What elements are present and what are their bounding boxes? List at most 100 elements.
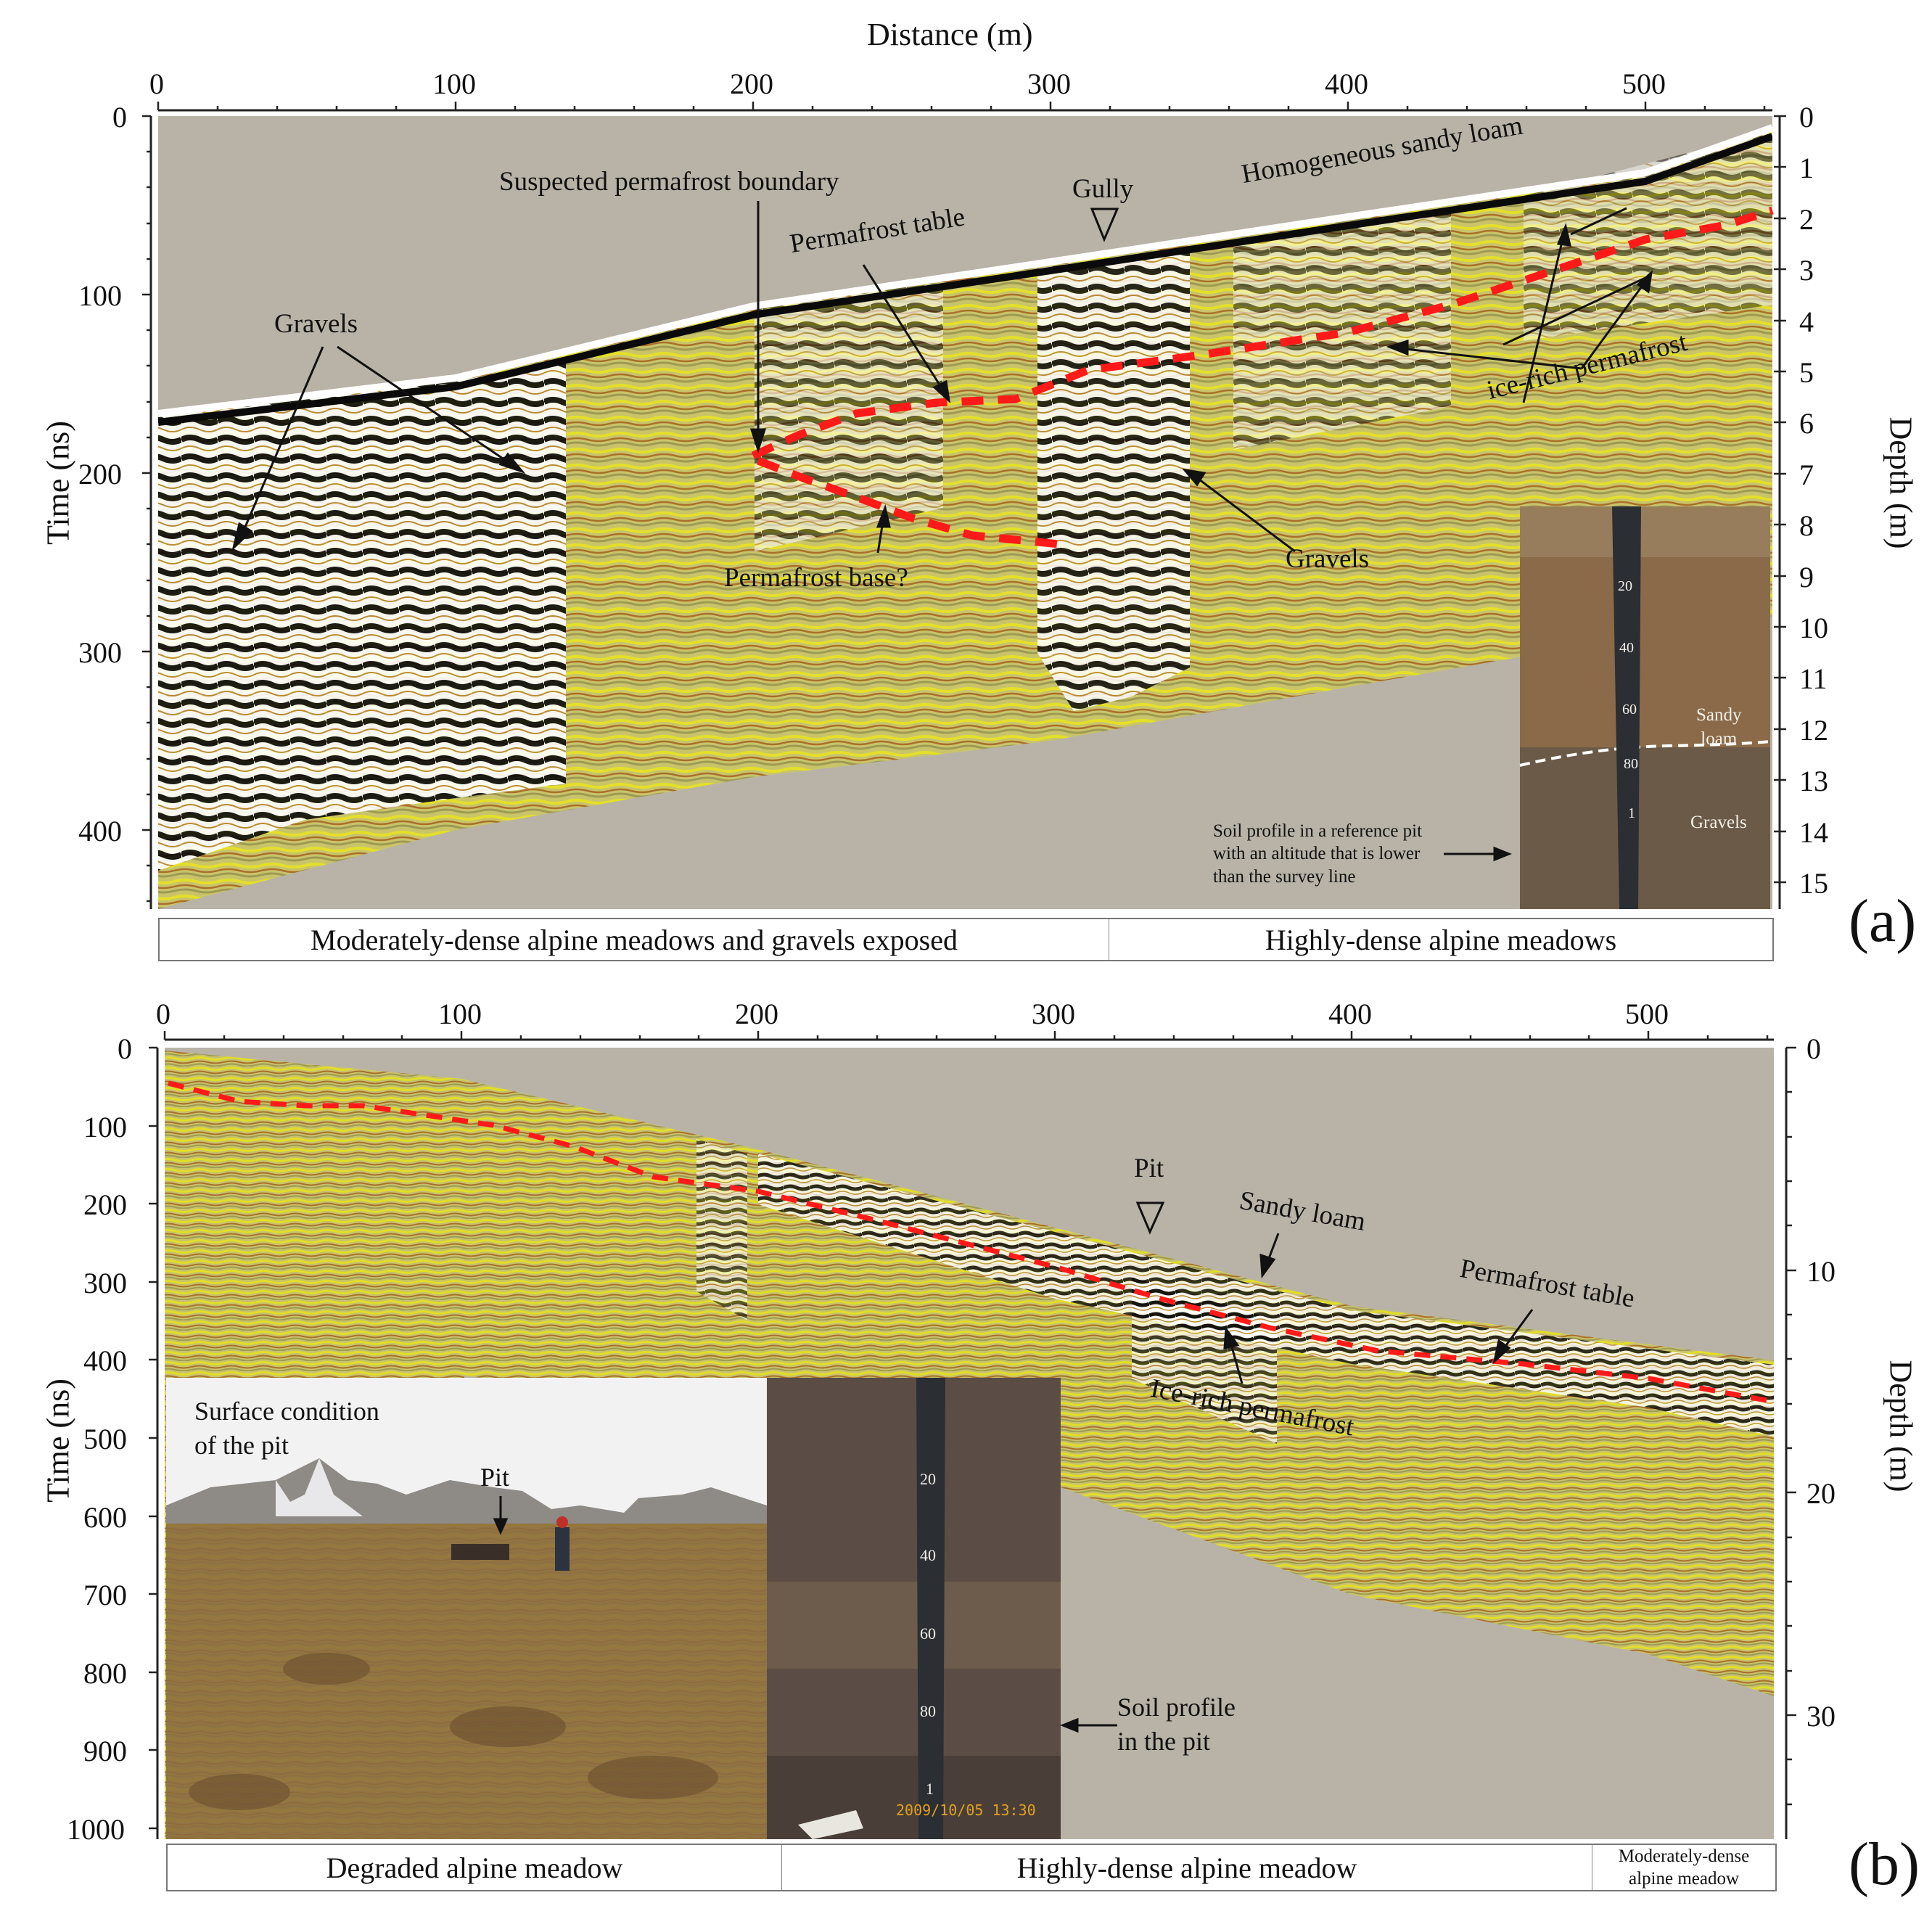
annotation-permafrost-base: Permafrost base?	[724, 563, 908, 593]
caption-line: of the pit	[194, 1430, 289, 1460]
photo-label-line: Sandy	[1696, 705, 1742, 725]
soil-profile-caption-a: Soil profile in a reference pit with an …	[1213, 820, 1422, 888]
gpr-profile-a	[142, 102, 1786, 909]
distance-ticks-b	[163, 1031, 1769, 1040]
ruler-mark: 40	[920, 1546, 936, 1564]
permafrost-table-line-b	[168, 1080, 1775, 1405]
depth-tick-label: 15	[1799, 867, 1828, 900]
depth-tick-label: 3	[1799, 254, 1814, 287]
surface-condition-bar-b: Degraded alpine meadow Highly-dense alpi…	[166, 1844, 1777, 1891]
time-tick-label: 300	[83, 1267, 127, 1299]
time-tick-label: 200	[83, 1188, 127, 1221]
time-tick-label: 0	[118, 1032, 132, 1065]
panel-tag-a: (a)	[1849, 887, 1917, 955]
time-tick-label: 900	[83, 1735, 127, 1767]
photo-label-sandy-loam: Sandy loam	[1696, 704, 1742, 751]
ruler-mark: 20	[920, 1470, 936, 1488]
time-tick-label: 0	[112, 101, 127, 133]
time-tick-label: 1000	[67, 1813, 125, 1846]
ruler-mark: 40	[1619, 640, 1634, 656]
ruler-mark: 20	[1618, 578, 1632, 594]
annotation-gully: Gully	[1072, 174, 1134, 204]
permafrost-table-line-a	[751, 206, 1774, 460]
depth-tick-label: 20	[1806, 1477, 1836, 1510]
surface-condition-caption: Surface condition of the pit	[194, 1394, 379, 1463]
time-tick-label: 200	[78, 458, 122, 490]
depth-tick-label: 11	[1799, 662, 1828, 695]
photo-timestamp: 2009/10/05 13:30	[896, 1801, 1036, 1819]
depth-tick-label: 4	[1799, 305, 1814, 338]
ruler-mark: 1	[1628, 805, 1635, 821]
surface-unit-cell: Moderately-dense alpine meadows and grav…	[160, 919, 1109, 960]
cell-line: Moderately-dense	[1618, 1846, 1750, 1866]
distance-tick-label: 300	[1032, 998, 1075, 1030]
distance-tick-label: 400	[1328, 998, 1372, 1030]
caption-line: Soil profile	[1117, 1693, 1236, 1722]
annotation-gravels-left: Gravels	[274, 309, 358, 339]
caption-line: in the pit	[1117, 1726, 1210, 1756]
surface-unit-cell: Degraded alpine meadow	[168, 1845, 782, 1890]
surface-unit-cell: Highly-dense alpine meadow	[782, 1845, 1592, 1890]
depth-tick-label: 7	[1799, 459, 1814, 491]
distance-ticks-a	[157, 102, 1766, 110]
depth-tick-label: 30	[1806, 1700, 1836, 1733]
distance-tick-label: 200	[730, 67, 773, 100]
time-tick-label: 800	[83, 1657, 127, 1690]
depth-tick-label: 5	[1799, 356, 1814, 389]
soil-photo-b	[767, 1378, 1061, 1839]
permafrost-base-line-a	[757, 456, 1060, 548]
surface-unit-cell: Highly-dense alpine meadows	[1265, 923, 1617, 956]
surface-unit-cell: Moderately-dense alpine meadow	[1592, 1845, 1775, 1890]
depth-tick-label: 0	[1806, 1032, 1821, 1065]
ruler-mark: 1	[926, 1780, 934, 1798]
time-tick-label: 500	[83, 1423, 127, 1455]
distance-tick-label: 300	[1027, 67, 1071, 100]
time-tick-label: 100	[83, 1111, 127, 1143]
time-ticks-a	[142, 115, 151, 903]
photo-label-gravels: Gravels	[1690, 813, 1747, 832]
gully-marker-icon	[1090, 207, 1119, 242]
annotation-suspected-boundary: Suspected permafrost boundary	[499, 167, 839, 197]
time-tick-label: 700	[83, 1579, 127, 1611]
annotation-permafrost-table-b: Permafrost table	[1458, 1254, 1637, 1314]
depth-tick-label: 13	[1799, 765, 1828, 797]
cell-line: alpine meadow	[1628, 1869, 1740, 1889]
depth-ticks-a	[1774, 115, 1786, 884]
annotation-ice-rich-permafrost-b: Ice-rich permafrost	[1148, 1373, 1357, 1442]
depth-tick-label: 12	[1799, 714, 1828, 747]
soil-profile-caption-b: Soil profile in the pit	[1117, 1690, 1236, 1759]
distance-tick-label: 100	[438, 998, 482, 1030]
panel-tag-b: (b)	[1849, 1830, 1920, 1898]
photo-pit-label: Pit	[480, 1463, 510, 1492]
ruler-mark: 60	[920, 1624, 936, 1643]
caption-line: with an altitude that is lower	[1213, 844, 1421, 864]
soil-photo-a	[1519, 506, 1771, 909]
photo-label-line: loam	[1701, 728, 1738, 749]
depth-tick-label: 10	[1806, 1255, 1836, 1288]
caption-line: than the survey line	[1213, 866, 1356, 887]
depth-tick-label: 1	[1799, 152, 1814, 184]
ruler-mark: 60	[1622, 702, 1637, 718]
depth-tick-label: 8	[1799, 509, 1814, 542]
depth-tick-label: 6	[1799, 407, 1814, 440]
distance-tick-label: 500	[1625, 998, 1669, 1030]
time-tick-label: 100	[78, 279, 122, 312]
annotation-sandy-loam: Sandy loam	[1237, 1185, 1368, 1237]
distance-tick-label: 0	[156, 998, 170, 1030]
time-ticks-b	[149, 1046, 157, 1830]
annotation-pit: Pit	[1134, 1154, 1164, 1183]
depth-ticks-b	[1786, 1046, 1796, 1806]
annotation-gravels-right: Gravels	[1286, 544, 1370, 574]
distance-tick-label: 0	[149, 67, 164, 100]
time-tick-label: 400	[83, 1344, 127, 1377]
depth-tick-label: 9	[1799, 561, 1814, 593]
depth-tick-label: 0	[1799, 101, 1814, 133]
distance-tick-label: 500	[1622, 67, 1666, 100]
distance-tick-label: 200	[735, 998, 778, 1030]
time-tick-label: 300	[78, 636, 122, 669]
caption-line: Soil profile in a reference pit	[1213, 821, 1423, 841]
depth-tick-label: 14	[1799, 816, 1828, 849]
distance-tick-label: 100	[432, 67, 476, 100]
ruler-mark: 80	[1624, 756, 1638, 772]
time-tick-label: 400	[78, 815, 122, 847]
